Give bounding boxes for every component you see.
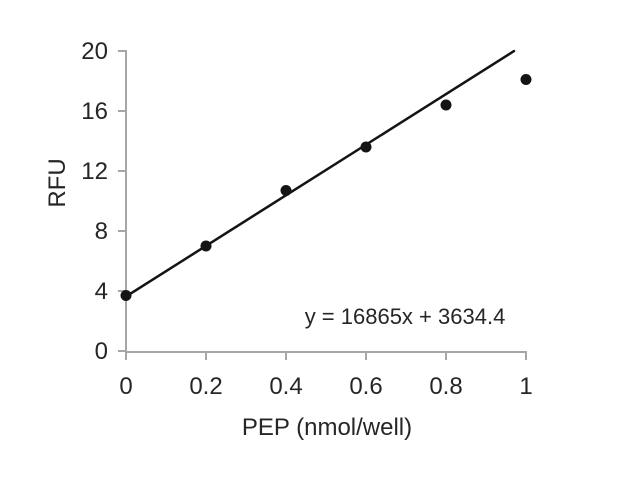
trendline-equation: y = 16865x + 3634.4 [304, 304, 506, 329]
x-tick-label: 0.4 [269, 373, 302, 400]
x-tick-label: 0.6 [349, 373, 382, 400]
y-tick-label: 4 [95, 278, 108, 305]
x-tick-label: 0.8 [429, 373, 462, 400]
x-tick-label: 1 [519, 373, 532, 400]
data-point [520, 74, 532, 85]
data-point [440, 99, 452, 111]
y-tick-label: 16 [81, 98, 108, 125]
x-tick-label: 0 [119, 373, 132, 400]
x-axis-title: PEP (nmol/well) [241, 414, 413, 441]
y-tick-label: 12 [81, 158, 108, 185]
data-point [200, 240, 212, 252]
x-tick-label: 0.2 [189, 373, 222, 400]
y-tick-label: 8 [95, 218, 108, 245]
data-point [280, 185, 292, 196]
y-tick-label: 20 [81, 38, 108, 65]
trendline [124, 49, 516, 298]
data-point [360, 141, 372, 153]
y-tick-label: 0 [95, 338, 108, 365]
y-axis-title: RFU [44, 158, 71, 208]
data-point [120, 290, 132, 301]
